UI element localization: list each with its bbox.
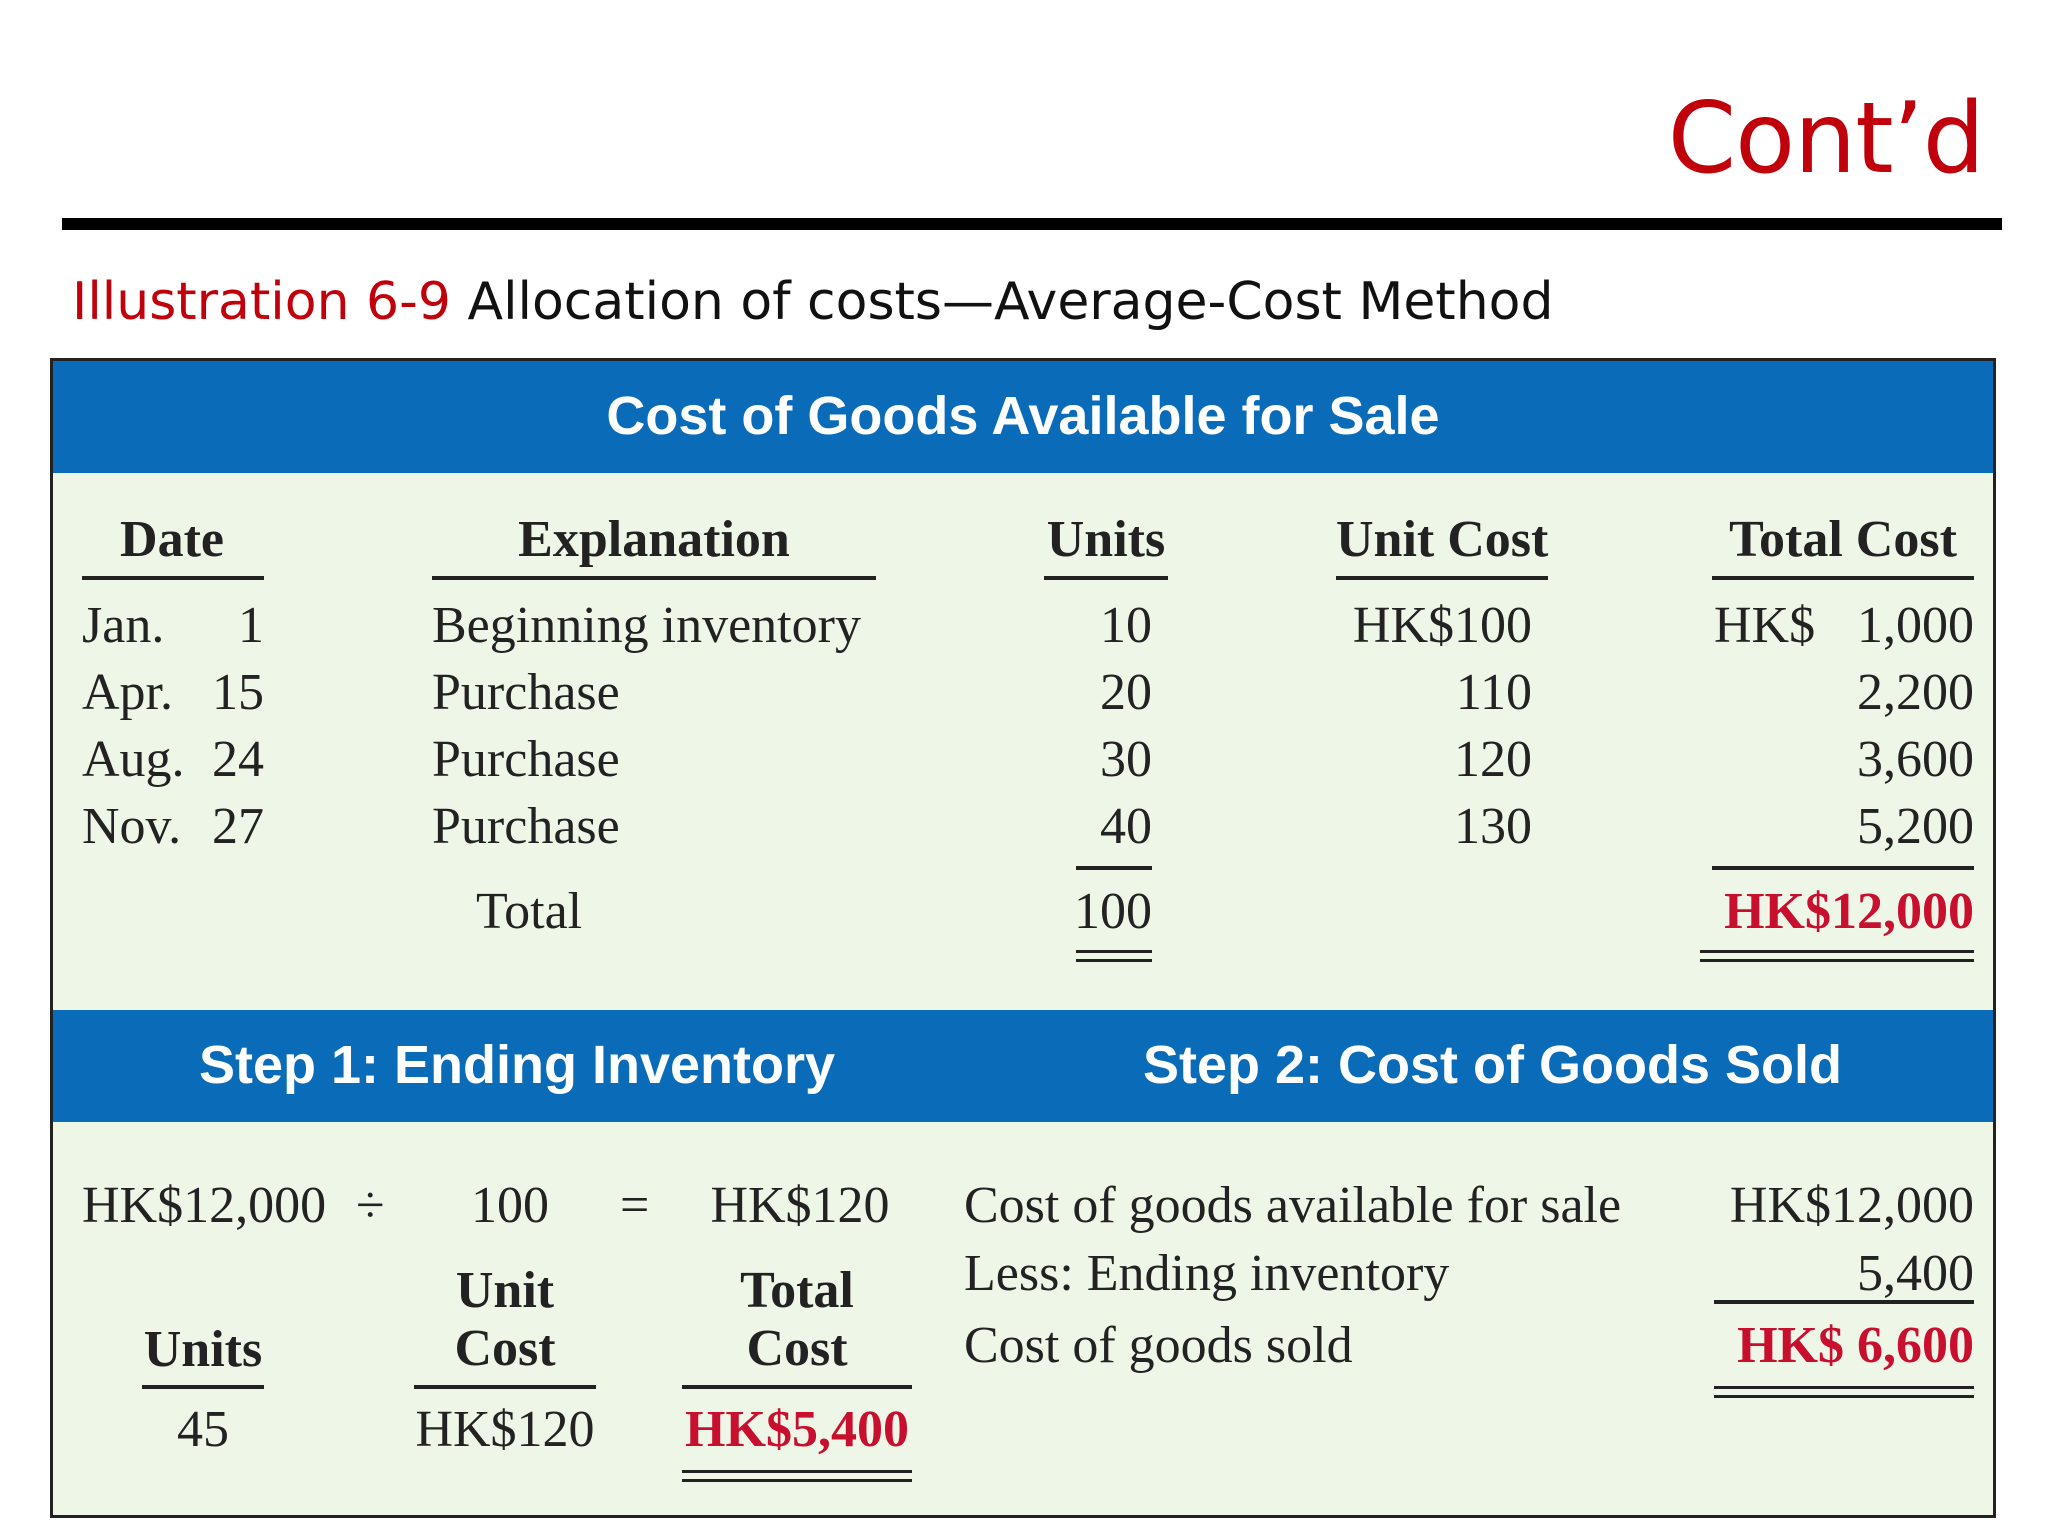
- total-cost-value: HK$12,000: [1724, 883, 1974, 940]
- total-sum-line: [1712, 866, 1974, 870]
- step1-col-unit-cost: Unit Cost: [454, 1262, 556, 1377]
- step2-double-underline: [1714, 1386, 1974, 1389]
- row-explanation: Beginning inventory: [432, 597, 861, 654]
- units-double-underline: [1076, 950, 1152, 953]
- average-cost-table: [50, 358, 1996, 1518]
- col-explanation: Explanation: [518, 511, 790, 568]
- step2-line2-label: Less: Ending inventory: [964, 1245, 1450, 1302]
- step1-col-units: Units: [143, 1321, 263, 1378]
- row-total-prefix: HK$: [1714, 597, 1816, 654]
- row-unit-cost: 110: [1455, 664, 1532, 721]
- step1-unit-cost-underline: [414, 1385, 596, 1389]
- row-day: 27: [212, 798, 264, 855]
- available-heading-band: Cost of Goods Available for Sale: [53, 361, 1993, 473]
- step1-double-underline: [682, 1479, 912, 1482]
- col-unit-cost: Unit Cost: [1336, 511, 1549, 568]
- row-month: Apr.: [82, 664, 173, 721]
- step2-heading: Step 2: Cost of Goods Sold: [1143, 1035, 1842, 1095]
- row-month: Aug.: [82, 731, 185, 788]
- col-date-underline: [82, 576, 264, 580]
- row-total-cost: 2,200: [1857, 664, 1974, 721]
- step1-unit-cost-value: HK$120: [415, 1401, 595, 1458]
- row-month: Nov.: [82, 798, 182, 855]
- row-units: 40: [1100, 798, 1152, 855]
- total-units: 100: [1074, 883, 1152, 940]
- row-day: 1: [238, 597, 264, 654]
- col-total-cost: Total Cost: [1729, 511, 1957, 568]
- divide-sign: ÷: [356, 1177, 385, 1234]
- step1-denominator: 100: [471, 1177, 549, 1234]
- row-explanation: Purchase: [432, 731, 620, 788]
- steps-heading-band: Step 1: Ending Inventory Step 2: Cost of…: [53, 1010, 1993, 1122]
- col-unit-cost-underline: [1336, 576, 1548, 580]
- step2-line1-label: Cost of goods available for sale: [964, 1177, 1622, 1234]
- row-explanation: Purchase: [432, 664, 620, 721]
- total-double-underline: [1700, 950, 1974, 953]
- total-double-underline: [1700, 959, 1974, 962]
- row-explanation: Purchase: [432, 798, 620, 855]
- available-heading: Cost of Goods Available for Sale: [606, 386, 1440, 446]
- step1-heading: Step 1: Ending Inventory: [199, 1035, 836, 1095]
- col-units: Units: [1046, 511, 1166, 568]
- units-sum-line: [1076, 866, 1152, 870]
- row-units: 20: [1100, 664, 1152, 721]
- row-units: 30: [1100, 731, 1152, 788]
- row-total-cost: 3,600: [1857, 731, 1974, 788]
- step1-units-value: 45: [177, 1401, 229, 1458]
- step1-numerator: HK$12,000: [82, 1177, 327, 1234]
- col-total-cost-underline: [1712, 576, 1974, 580]
- step1-double-underline: [682, 1470, 912, 1473]
- slide-title: Cont’d: [1667, 82, 1985, 196]
- step2-line1-value: HK$12,000: [1729, 1177, 1974, 1234]
- caption-text: Allocation of costs—Average-Cost Method: [467, 272, 1554, 332]
- row-units: 10: [1100, 597, 1152, 654]
- step2-line3-label: Cost of goods sold: [964, 1317, 1353, 1374]
- col-units-underline: [1044, 576, 1168, 580]
- step2-sum-line: [1714, 1300, 1974, 1304]
- units-double-underline: [1076, 959, 1152, 962]
- step1-total-cost-value: HK$5,400: [685, 1401, 909, 1458]
- illustration-caption: Illustration 6-9 Allocation of costs—Ave…: [72, 272, 1553, 332]
- title-rule: [62, 218, 2002, 230]
- col-date: Date: [120, 511, 224, 568]
- equals-sign: =: [620, 1177, 650, 1234]
- row-unit-cost: 120: [1454, 731, 1532, 788]
- row-total-cost: 5,200: [1857, 798, 1974, 855]
- step2-double-underline: [1714, 1395, 1974, 1398]
- row-day: 24: [212, 731, 264, 788]
- row-unit-cost: 130: [1454, 798, 1532, 855]
- row-unit-cost: HK$100: [1352, 597, 1532, 654]
- caption-label: Illustration 6-9: [72, 272, 451, 332]
- step1-total-cost-underline: [682, 1385, 912, 1389]
- row-day: 15: [212, 664, 264, 721]
- step1-col-total-cost: Total Cost: [740, 1262, 854, 1377]
- step2-line3-value: HK$ 6,600: [1737, 1317, 1974, 1374]
- row-month: Jan.: [82, 597, 165, 654]
- step1-result: HK$120: [710, 1177, 890, 1234]
- col-explanation-underline: [432, 576, 876, 580]
- step2-line2-value: 5,400: [1857, 1245, 1974, 1302]
- step1-units-underline: [142, 1385, 264, 1389]
- total-label: Total: [476, 883, 583, 940]
- row-total-cost: 1,000: [1857, 597, 1974, 654]
